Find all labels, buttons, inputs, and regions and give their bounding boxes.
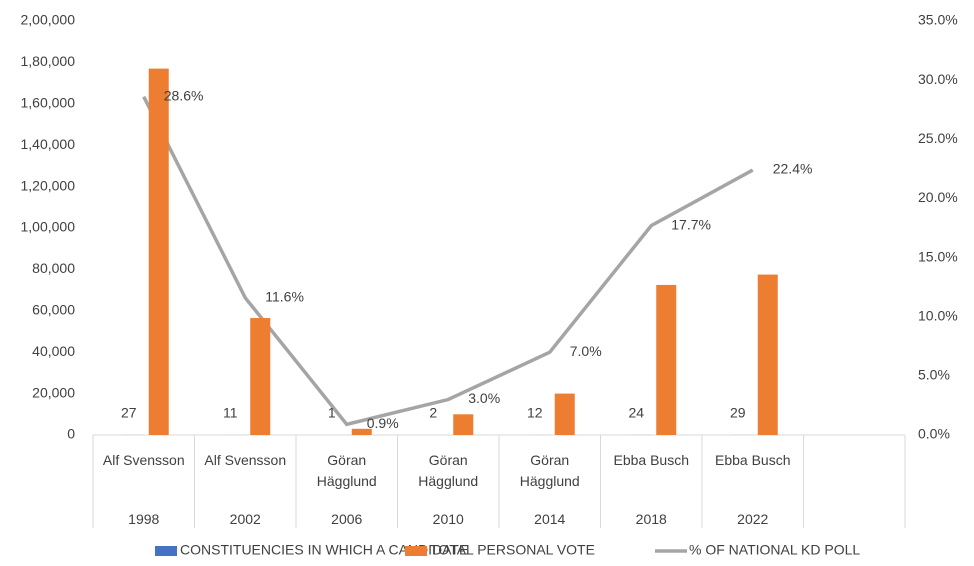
bar (148, 68, 169, 436)
bar (656, 284, 677, 435)
x-group-label: 2006 (331, 511, 363, 527)
legend-swatch (405, 546, 427, 556)
x-group-label: 2022 (737, 511, 769, 527)
data-label: 2 (429, 405, 437, 421)
y-tick-label: 1,20,000 (21, 177, 76, 193)
x-group-label: 2014 (534, 511, 566, 527)
y-tick-label: 2,00,000 (21, 12, 76, 28)
y-tick-label: 1,40,000 (21, 136, 76, 152)
x-tick-label: Alf Svensson (204, 452, 287, 468)
y-tick-label: 40,000 (32, 343, 75, 359)
data-label: 29 (730, 405, 746, 421)
data-label: 24 (628, 405, 644, 421)
bar (250, 318, 271, 435)
y2-tick-label: 5.0% (918, 367, 950, 383)
y-tick-label: 60,000 (32, 302, 75, 318)
x-group-label: 1998 (128, 511, 160, 527)
x-tick-label: Göran Hägglund (418, 452, 479, 489)
y2-tick-label: 20.0% (918, 189, 958, 205)
y2-tick-label: 30.0% (918, 71, 958, 87)
x-tick-label: Ebba Busch (715, 452, 791, 468)
legend-label: TOTAL PERSONAL VOTE (430, 542, 595, 558)
y-tick-label: 1,00,000 (21, 219, 76, 235)
data-label: 11.6% (265, 288, 304, 304)
x-tick-label: Ebba Busch (613, 452, 690, 468)
data-label: 3.0% (468, 390, 500, 406)
y-tick-label: 1,80,000 (21, 53, 76, 69)
legend-label: % OF NATIONAL KD POLL (689, 542, 860, 558)
data-label: 0.9% (367, 415, 399, 431)
data-label: 11 (223, 405, 238, 421)
y2-tick-label: 25.0% (918, 130, 958, 146)
y2-tick-label: 35.0% (918, 12, 958, 28)
x-group-label: 2002 (229, 511, 261, 527)
x-group-label: 2010 (432, 511, 464, 527)
y-tick-label: 20,000 (32, 384, 75, 400)
data-label: 17.7% (671, 216, 711, 232)
bar (757, 274, 778, 435)
data-label: 12 (527, 405, 543, 421)
data-label: 27 (121, 405, 137, 421)
legend-swatch (155, 546, 177, 556)
bar (453, 414, 474, 435)
line (142, 95, 754, 427)
x-tick-label: Göran Hägglund (316, 452, 377, 489)
legend-label: CONSTITUENCIES IN WHICH A CANDIDATE (180, 542, 468, 558)
bar (351, 428, 372, 435)
data-label: 22.4% (773, 161, 813, 177)
data-label: 1 (328, 405, 336, 421)
y2-tick-label: 15.0% (918, 248, 958, 264)
y2-tick-label: 10.0% (918, 307, 958, 323)
y-tick-label: 1,60,000 (21, 95, 76, 111)
bar (554, 393, 575, 435)
y2-tick-label: 0.0% (918, 426, 950, 442)
y-tick-label: 80,000 (32, 260, 75, 276)
x-tick-label: Alf Svensson (102, 452, 185, 468)
data-label: 28.6% (164, 87, 204, 103)
x-group-label: 2018 (635, 511, 667, 527)
data-label: 7.0% (570, 343, 602, 359)
y-tick-label: 0 (67, 426, 75, 442)
x-tick-label: Göran Hägglund (519, 452, 580, 489)
